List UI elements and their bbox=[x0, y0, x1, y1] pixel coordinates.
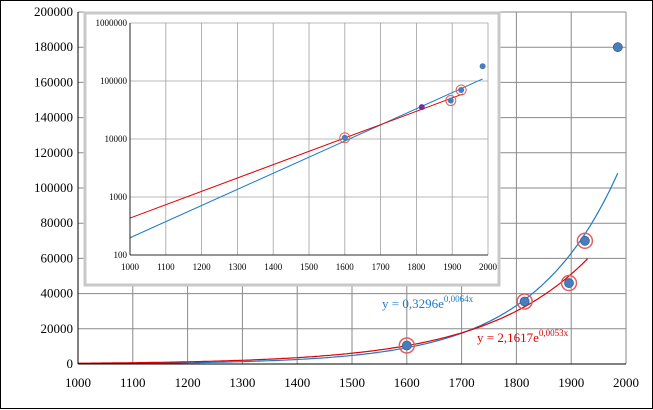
x-tick-label: 1400 bbox=[284, 375, 310, 390]
y-tick-label: 0 bbox=[67, 356, 74, 371]
inset-background bbox=[83, 11, 501, 287]
y-tick-label: 140000 bbox=[34, 110, 73, 125]
y-tick-label: 100000 bbox=[34, 180, 73, 195]
inset-data-point bbox=[458, 86, 465, 93]
inset-x-tick-label: 2000 bbox=[479, 262, 498, 272]
x-tick-label: 1100 bbox=[120, 375, 146, 390]
inset-highlight-circle bbox=[455, 84, 467, 96]
highlight-circle bbox=[516, 293, 533, 310]
trendline bbox=[78, 258, 589, 364]
data-point bbox=[519, 296, 530, 307]
inset-highlight-circle bbox=[445, 95, 457, 107]
y-tick-label: 200000 bbox=[34, 4, 73, 19]
inset-y-tick-label: 100000 bbox=[100, 76, 128, 86]
data-point bbox=[580, 235, 590, 246]
x-tick-label: 1700 bbox=[449, 375, 475, 390]
inset-y-tick-label: 10000 bbox=[105, 134, 128, 144]
x-tick-label: 1200 bbox=[175, 375, 201, 390]
inset-x-tick-label: 1900 bbox=[443, 262, 462, 272]
inset-chart: 1000 1100 1200 1300 1400 1500 1600 1700 1800 1900… bbox=[83, 11, 501, 287]
inset-data-point bbox=[479, 63, 486, 70]
data-point bbox=[401, 340, 412, 351]
inset-data-point bbox=[418, 104, 425, 111]
y-tick-label: 180000 bbox=[34, 39, 73, 54]
inset-x-tick-label: 1600 bbox=[336, 262, 355, 272]
y-tick-label: 120000 bbox=[34, 145, 73, 160]
inset-x-tick-label: 1300 bbox=[228, 262, 247, 272]
x-tick-label: 1800 bbox=[503, 375, 529, 390]
y-tick-label: 160000 bbox=[34, 74, 73, 89]
highlight-circle bbox=[560, 274, 578, 292]
main-trendlines bbox=[77, 172, 619, 365]
y-tick-label: 80000 bbox=[41, 215, 74, 230]
y-tick-label: 60000 bbox=[41, 250, 74, 265]
x-tick-label: 2000 bbox=[613, 375, 639, 390]
inset-x-tick-label: 1800 bbox=[407, 262, 426, 272]
inset-x-tick-label: 1700 bbox=[372, 262, 391, 272]
inset-y-tick-label: 100 bbox=[114, 250, 128, 260]
inset-x-tick-label: 1200 bbox=[193, 262, 212, 272]
x-tick-label: 1600 bbox=[394, 375, 420, 390]
inset-x-tick-label: 1100 bbox=[157, 262, 175, 272]
main-axes: 1000 1100 1200 1300 1400 1500 1600 1700 1800 1900… bbox=[34, 4, 639, 390]
highlight-circle bbox=[398, 337, 416, 354]
trendline bbox=[77, 172, 619, 365]
y-tick-label: 40000 bbox=[41, 286, 74, 301]
inset-data-point bbox=[447, 97, 454, 104]
y-tick-label: 20000 bbox=[41, 321, 74, 336]
inset-x-tick-label: 1000 bbox=[121, 262, 140, 272]
inset-x-tick-label: 1500 bbox=[300, 262, 319, 272]
inset-y-tick-label: 1000 bbox=[109, 192, 128, 202]
inset-x-tick-label: 1400 bbox=[264, 262, 283, 272]
main-points bbox=[398, 42, 623, 354]
inset-points bbox=[339, 63, 486, 144]
data-point bbox=[564, 278, 574, 288]
inset-y-tick-label: 1000000 bbox=[96, 18, 128, 28]
x-tick-label: 1900 bbox=[558, 375, 584, 390]
x-tick-label: 1000 bbox=[65, 375, 91, 390]
inset-axes: 1000 1100 1200 1300 1400 1500 1600 1700 1800 1900… bbox=[96, 18, 498, 272]
highlight-circle bbox=[576, 232, 594, 250]
x-tick-label: 1300 bbox=[229, 375, 255, 390]
inset-data-point bbox=[341, 134, 348, 141]
x-tick-label: 1500 bbox=[339, 375, 365, 390]
equation-blue: y = 0,3296e0,0064x bbox=[382, 294, 474, 311]
inset-trendline bbox=[129, 93, 464, 219]
data-point bbox=[612, 42, 623, 53]
inset-highlight-circle bbox=[339, 132, 351, 144]
equation-red: y = 2,1617e0,0053x bbox=[477, 328, 569, 345]
